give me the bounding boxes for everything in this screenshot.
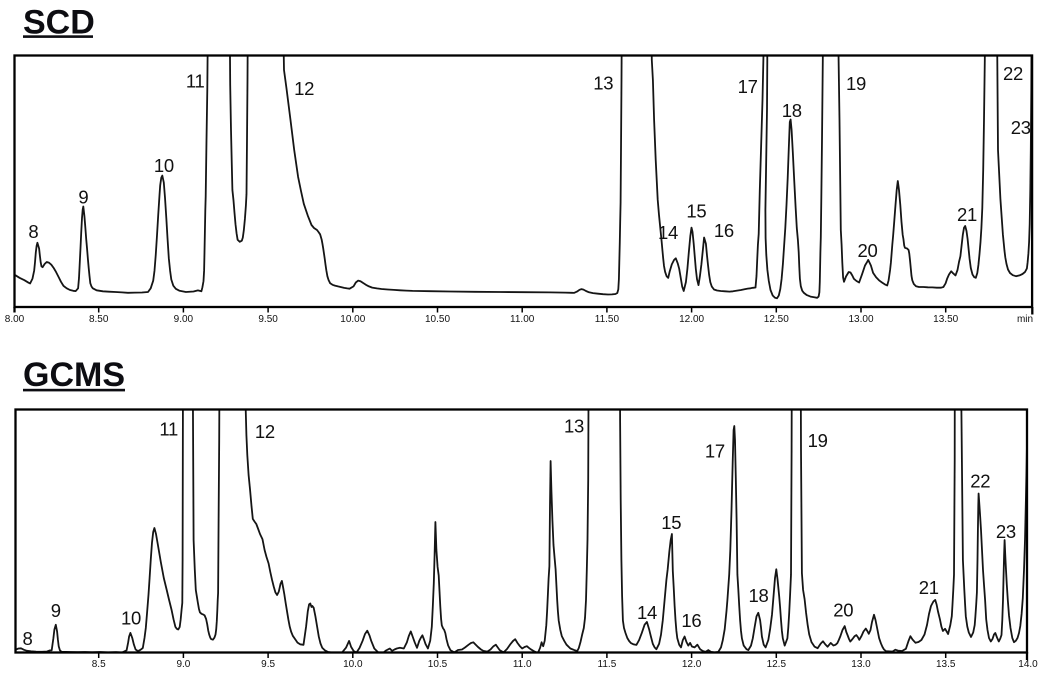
svg-text:11.5: 11.5 <box>598 659 617 670</box>
svg-text:12.00: 12.00 <box>679 314 704 325</box>
svg-text:11.0: 11.0 <box>513 659 532 670</box>
svg-text:22: 22 <box>970 470 990 491</box>
svg-text:9.50: 9.50 <box>258 314 278 325</box>
svg-text:11: 11 <box>159 419 178 440</box>
svg-text:8: 8 <box>28 221 38 242</box>
svg-text:23: 23 <box>1011 117 1031 138</box>
svg-text:8.5: 8.5 <box>92 659 106 670</box>
svg-text:16: 16 <box>714 220 734 241</box>
svg-text:10: 10 <box>121 608 141 629</box>
svg-text:9: 9 <box>51 600 61 621</box>
svg-text:10.0: 10.0 <box>343 659 363 670</box>
svg-text:20: 20 <box>858 240 878 261</box>
svg-text:14: 14 <box>637 602 657 623</box>
svg-text:18: 18 <box>782 100 802 121</box>
svg-text:13.5: 13.5 <box>936 659 956 670</box>
svg-text:10.50: 10.50 <box>425 314 450 325</box>
svg-text:12: 12 <box>255 421 275 442</box>
svg-text:8: 8 <box>23 628 33 649</box>
svg-text:12.0: 12.0 <box>682 659 702 670</box>
svg-text:9.0: 9.0 <box>176 659 190 670</box>
svg-text:12.50: 12.50 <box>764 314 789 325</box>
svg-text:19: 19 <box>846 73 866 94</box>
svg-text:14: 14 <box>658 222 678 243</box>
svg-text:13.50: 13.50 <box>933 314 958 325</box>
svg-text:min: min <box>1017 314 1033 325</box>
svg-text:12.5: 12.5 <box>767 659 787 670</box>
svg-text:13.0: 13.0 <box>851 659 871 670</box>
svg-text:9.00: 9.00 <box>174 314 194 325</box>
svg-text:8.00: 8.00 <box>5 314 25 325</box>
svg-text:13: 13 <box>593 73 613 94</box>
svg-text:10.5: 10.5 <box>428 659 448 670</box>
svg-text:11.50: 11.50 <box>595 314 620 325</box>
svg-text:20: 20 <box>833 600 853 621</box>
svg-text:GCMS: GCMS <box>23 356 125 394</box>
svg-text:10.00: 10.00 <box>340 314 365 325</box>
svg-text:16: 16 <box>681 610 701 631</box>
svg-text:11.00: 11.00 <box>510 314 535 325</box>
svg-text:10: 10 <box>154 155 174 176</box>
svg-text:21: 21 <box>919 577 939 598</box>
svg-text:23: 23 <box>996 521 1016 542</box>
svg-text:13.00: 13.00 <box>848 314 873 325</box>
svg-text:17: 17 <box>738 76 758 97</box>
svg-text:9: 9 <box>78 187 88 208</box>
svg-text:9.5: 9.5 <box>261 659 275 670</box>
svg-text:19: 19 <box>808 430 828 451</box>
svg-text:SCD: SCD <box>23 4 95 42</box>
svg-text:22: 22 <box>1003 63 1023 84</box>
svg-text:12: 12 <box>294 78 314 99</box>
svg-text:15: 15 <box>686 201 706 222</box>
svg-text:13: 13 <box>564 416 584 437</box>
svg-text:15: 15 <box>661 512 681 533</box>
svg-text:14.0: 14.0 <box>1018 659 1038 670</box>
svg-text:17: 17 <box>705 441 725 462</box>
svg-text:21: 21 <box>957 204 977 225</box>
svg-text:18: 18 <box>749 585 769 606</box>
svg-text:8.50: 8.50 <box>89 314 109 325</box>
svg-text:11: 11 <box>186 71 205 92</box>
